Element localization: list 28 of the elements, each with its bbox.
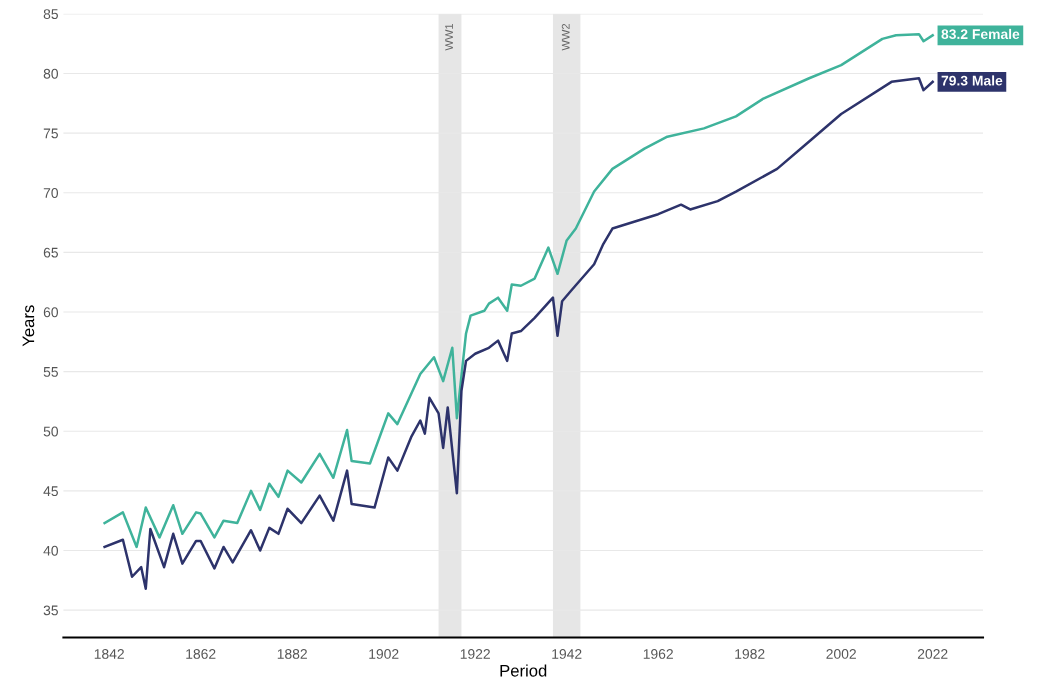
y-axis-title: Years [22,305,35,347]
x-tick-label: 1962 [643,649,673,659]
y-tick-label: 75 [43,128,58,139]
x-tick-label: 1942 [552,649,582,659]
y-tick-label: 35 [43,605,58,616]
x-tick-label: 1922 [460,649,490,659]
x-tick-label: 1842 [94,649,124,659]
y-tick-label: 60 [43,307,59,318]
x-tick-label: 1882 [277,649,307,659]
band-label: WW1 [445,23,453,51]
y-tick-label: 50 [43,426,59,437]
text: 79.3 Male [941,75,1003,86]
y-tick-label: 85 [43,9,58,20]
y-tick-label: 65 [43,247,58,258]
text: 83.2 Female [941,28,1020,40]
y-tick-label: 80 [43,68,59,79]
x-tick-label: 2022 [917,649,948,659]
x-tick-label: 1862 [186,649,216,659]
x-tick-label: 2002 [826,649,856,659]
y-tick-label: 70 [43,188,59,198]
line-series [103,77,934,590]
x-tick-label: 1982 [735,649,765,659]
y-tick-label: 55 [43,367,58,377]
y-tick-label: 45 [43,486,58,497]
x-axis-title: Period [500,664,547,677]
band-label: WW2 [561,23,570,51]
x-tick-label: 1902 [369,649,399,659]
y-tick-label: 40 [43,545,59,556]
